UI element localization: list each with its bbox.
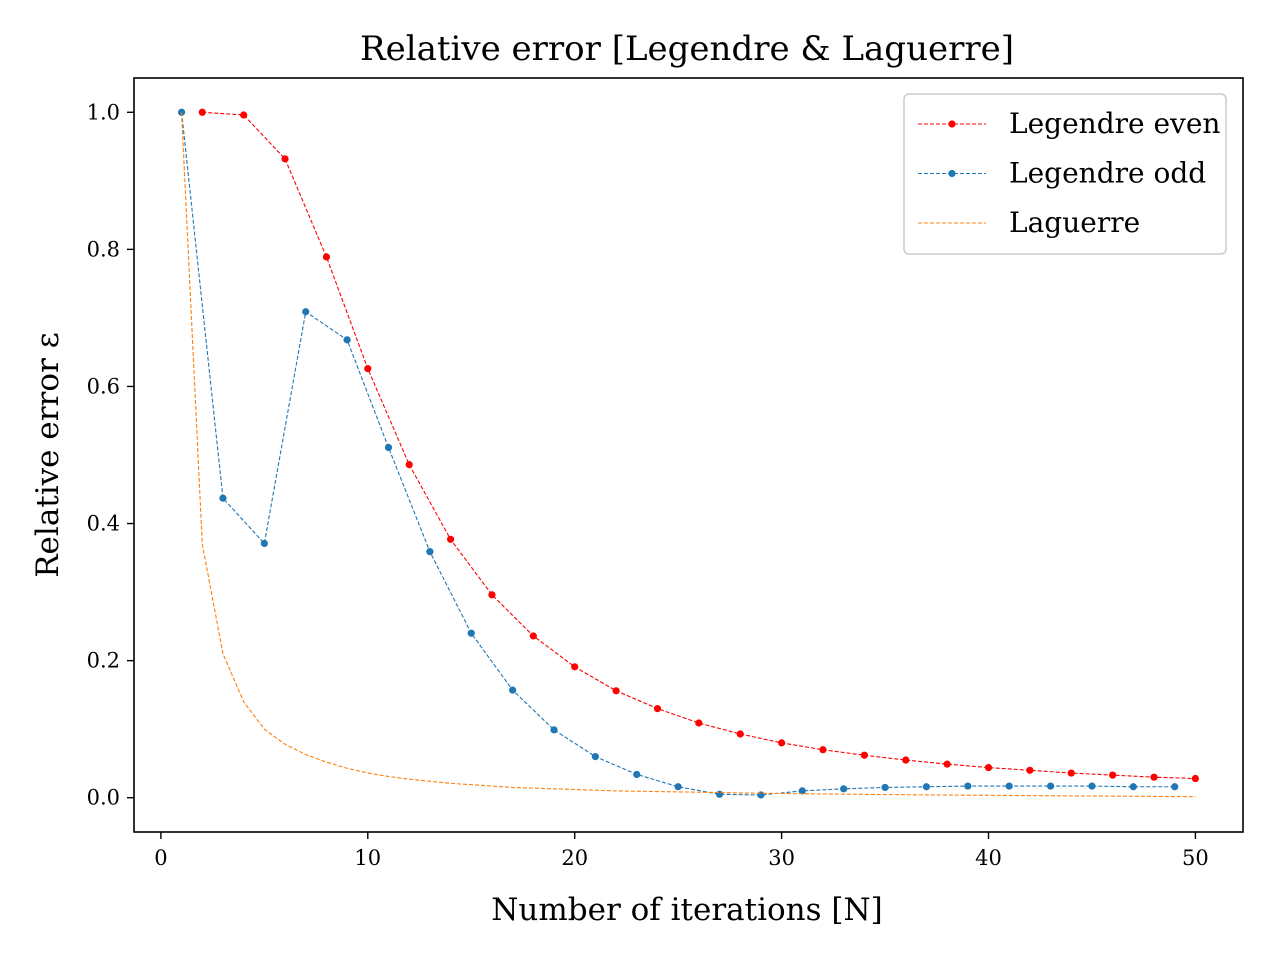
x-tick-label: 40 (975, 846, 1002, 870)
data-point (674, 783, 682, 791)
x-tick-label: 20 (561, 846, 588, 870)
legend-entries: Legendre even Legendre odd Laguerre (918, 107, 1220, 239)
y-tick-label: 0.2 (87, 649, 120, 673)
data-point (881, 783, 889, 792)
plot-area (177, 108, 1200, 799)
data-point (281, 155, 289, 163)
data-point (426, 548, 434, 556)
data-point (819, 746, 827, 754)
data-point (1150, 773, 1158, 781)
series-legendre-odd (177, 108, 1179, 799)
data-point (1026, 766, 1034, 774)
y-axis-label: Relative error ε (30, 332, 66, 578)
y-tick-label: 0.0 (87, 786, 120, 810)
legend: Legendre even Legendre odd Laguerre (903, 93, 1227, 255)
data-point (778, 739, 786, 747)
data-point (219, 494, 227, 502)
data-point (695, 719, 703, 727)
data-point (591, 753, 599, 761)
data-point (240, 111, 248, 119)
data-point (943, 760, 951, 768)
data-point (322, 253, 331, 261)
data-point (736, 730, 744, 738)
data-point (529, 632, 537, 640)
data-point (509, 686, 517, 694)
legend-box (903, 93, 1227, 255)
data-point (1046, 782, 1055, 790)
data-point (612, 687, 620, 695)
x-tick-label: 10 (354, 846, 381, 870)
data-point (798, 787, 806, 795)
legend-entry: Legendre even (918, 107, 1220, 140)
data-point (405, 460, 413, 469)
legend-entry: Legendre odd (918, 157, 1206, 190)
axis-ticks: 0 10 20 30 40 50 0.0 0.2 0.4 0.6 0.8 1.0 (87, 100, 1209, 870)
y-tick-label: 0.8 (87, 237, 120, 261)
series-line (181, 112, 1196, 798)
chart-title: Relative error [Legendre & Laguerre] (360, 29, 1014, 69)
legend-label: Laguerre (1009, 206, 1140, 239)
x-axis-label: Number of iterations [N] (491, 892, 882, 928)
y-tick-label: 0.4 (87, 512, 120, 536)
y-tick-label: 1.0 (87, 100, 120, 124)
data-point (715, 790, 724, 798)
data-point (964, 782, 972, 790)
series-laguerre (181, 112, 1196, 798)
data-point (1067, 769, 1075, 777)
legend-label: Legendre even (1009, 107, 1220, 140)
plot-frame (133, 77, 1244, 833)
data-point (550, 726, 558, 734)
data-point (653, 705, 662, 713)
data-point (364, 365, 372, 373)
data-point (922, 783, 931, 791)
data-point (467, 629, 475, 637)
data-point (1129, 783, 1137, 791)
data-point (384, 443, 393, 452)
data-point (1005, 782, 1013, 790)
data-point (198, 108, 206, 116)
data-point (1171, 783, 1179, 791)
data-point (757, 791, 765, 799)
legend-marker (948, 169, 956, 178)
series-legendre-even (198, 108, 1200, 783)
data-point (446, 535, 455, 543)
data-point (488, 591, 496, 599)
data-point (860, 751, 868, 759)
data-point (984, 763, 993, 772)
data-point (1088, 782, 1096, 790)
data-point (1109, 771, 1117, 779)
data-point (1191, 774, 1200, 783)
x-tick-label: 0 (154, 846, 167, 870)
data-point (571, 663, 579, 671)
legend-label: Legendre odd (1009, 157, 1206, 190)
data-point (902, 756, 910, 764)
legend-marker (948, 120, 956, 128)
data-point (343, 336, 351, 344)
data-point (633, 770, 641, 779)
data-point (840, 785, 848, 793)
data-point (260, 539, 268, 548)
y-tick-label: 0.6 (87, 374, 120, 398)
data-point (302, 308, 310, 316)
x-tick-label: 30 (768, 846, 795, 870)
x-tick-label: 50 (1182, 846, 1209, 870)
legend-entry: Laguerre (918, 206, 1140, 239)
